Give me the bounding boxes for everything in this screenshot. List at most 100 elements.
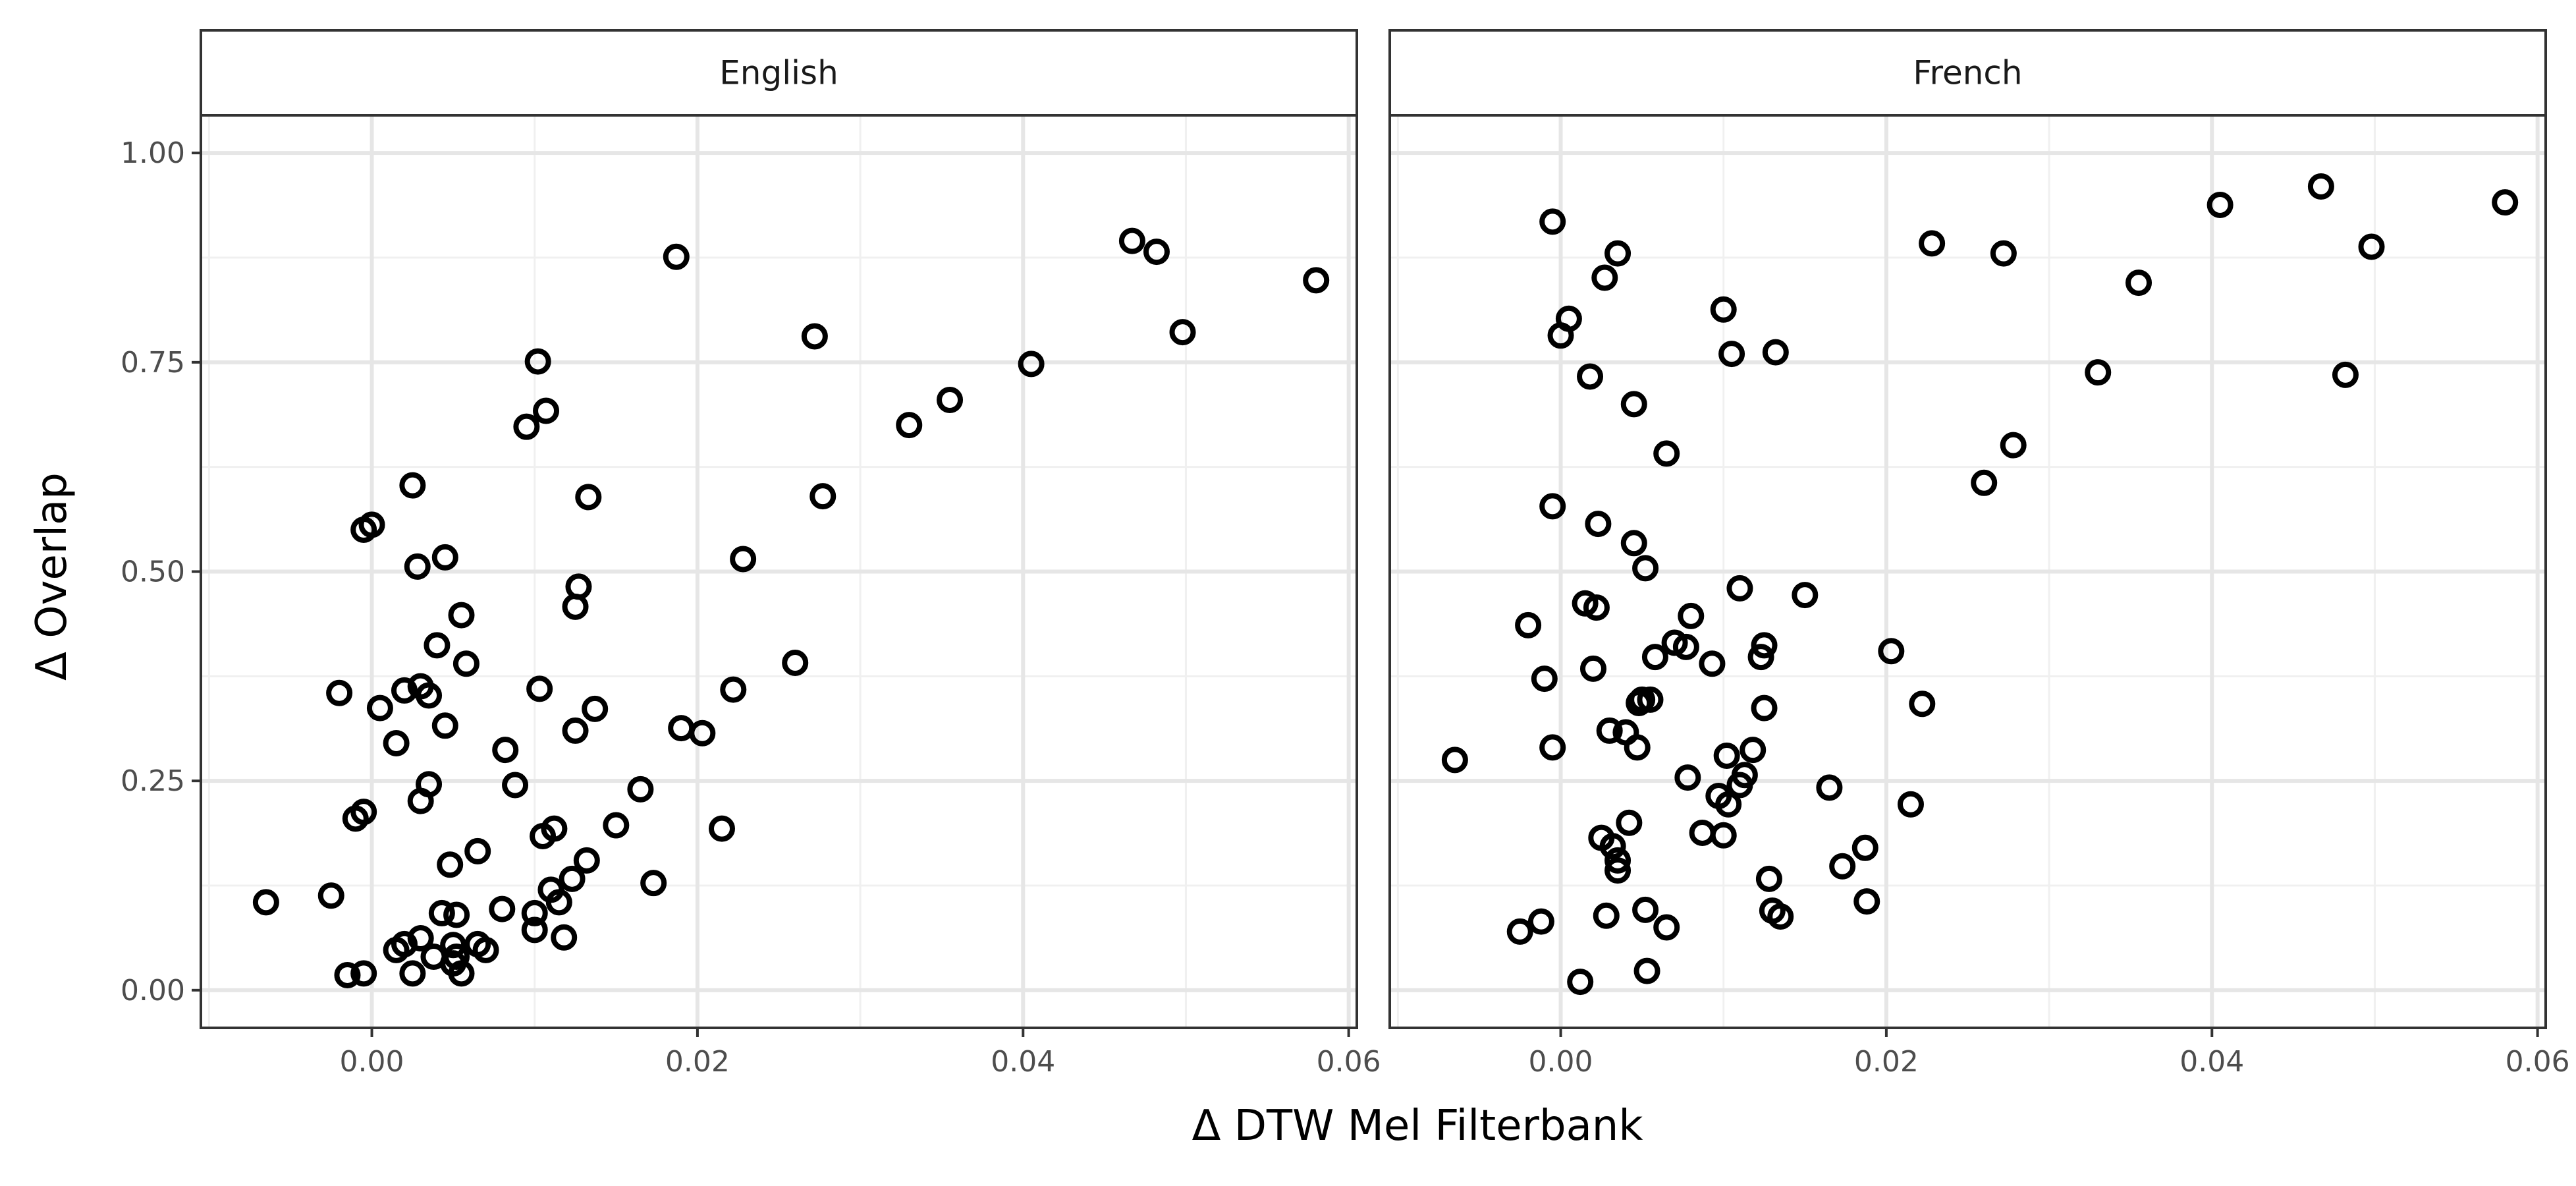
data-point — [1531, 665, 1558, 692]
data-point — [1577, 363, 1604, 390]
data-point — [1851, 834, 1878, 861]
y-tick-label: 0.75 — [121, 346, 185, 380]
data-point — [440, 932, 467, 959]
x-tick-label: 0.02 — [1854, 1045, 1919, 1079]
data-point — [1585, 511, 1612, 538]
data-point — [489, 895, 516, 922]
data-point — [2125, 269, 2152, 296]
data-point — [1604, 847, 1631, 874]
data-point — [1792, 582, 1819, 609]
data-point — [1919, 230, 1946, 257]
data-point — [2332, 361, 2359, 388]
data-point — [358, 511, 385, 538]
data-point — [452, 650, 480, 677]
x-tick-label: 0.02 — [665, 1045, 730, 1079]
data-point — [1539, 734, 1566, 761]
facet-strip — [200, 29, 1358, 117]
data-point — [1653, 914, 1680, 941]
data-point — [1633, 957, 1660, 984]
data-point — [1699, 650, 1726, 677]
data-point — [1678, 602, 1705, 629]
data-point — [437, 851, 464, 878]
data-point — [448, 960, 475, 987]
data-point — [1143, 239, 1170, 266]
data-point — [545, 889, 572, 916]
data-point — [1604, 857, 1631, 884]
data-point — [1579, 655, 1606, 682]
data-point — [896, 412, 923, 439]
data-point — [1515, 611, 1542, 638]
data-point — [575, 484, 602, 511]
y-tick-label: 1.00 — [121, 136, 185, 170]
data-point — [407, 925, 434, 952]
data-point — [521, 917, 548, 944]
data-point — [2492, 189, 2519, 216]
data-point — [424, 632, 451, 659]
data-point — [416, 771, 443, 798]
data-point — [2000, 432, 2027, 459]
data-point — [326, 679, 353, 706]
data-point — [1829, 853, 1856, 880]
data-point — [1710, 822, 1737, 849]
data-point — [431, 712, 458, 739]
data-point — [1591, 264, 1618, 291]
data-point — [1878, 638, 1905, 665]
data-point — [1593, 902, 1620, 929]
data-point — [1583, 594, 1610, 621]
data-point — [1816, 774, 1843, 801]
data-point — [1599, 833, 1626, 860]
data-point — [1897, 791, 1924, 818]
data-point — [334, 961, 361, 988]
data-point — [431, 544, 458, 571]
data-point — [1762, 339, 1789, 366]
data-point — [448, 602, 475, 629]
data-point — [533, 397, 560, 424]
data-point — [1971, 469, 1998, 496]
data-point — [1441, 747, 1468, 774]
data-point — [1853, 888, 1880, 915]
data-point — [565, 573, 592, 600]
data-point — [399, 960, 426, 987]
data-point — [252, 889, 279, 916]
data-point — [1018, 351, 1045, 378]
data-point — [782, 650, 809, 676]
data-point — [391, 677, 418, 704]
data-point — [472, 936, 499, 963]
data-point — [492, 737, 519, 764]
data-point — [350, 960, 377, 987]
data-point — [2206, 191, 2233, 218]
data-point — [399, 472, 426, 499]
data-point — [1604, 240, 1631, 267]
data-point — [1555, 305, 1582, 332]
data-point — [366, 694, 393, 721]
data-point — [1641, 644, 1668, 671]
x-tick-label: 0.04 — [2179, 1045, 2244, 1079]
x-tick-label: 0.06 — [2506, 1045, 2570, 1079]
data-point — [428, 899, 455, 926]
y-tick-label: 0.25 — [121, 764, 185, 798]
data-point — [573, 847, 600, 874]
data-point — [582, 695, 609, 722]
data-point — [1169, 319, 1196, 346]
data-point — [1620, 530, 1647, 557]
data-point — [730, 546, 757, 573]
data-point — [1567, 969, 1594, 996]
data-point — [1710, 296, 1737, 323]
data-point — [1596, 717, 1623, 744]
x-axis-title: Δ DTW Mel Filterbank — [1192, 1102, 1643, 1150]
data-point — [1632, 896, 1659, 923]
data-point — [689, 720, 716, 747]
data-point — [416, 682, 443, 709]
data-point — [1731, 762, 1758, 789]
x-tick-label: 0.06 — [1317, 1045, 1381, 1079]
data-point — [1726, 575, 1753, 602]
y-tick-label: 0.00 — [121, 974, 185, 1007]
data-point — [2085, 359, 2112, 386]
x-tick-label: 0.04 — [991, 1045, 1055, 1079]
data-point — [1637, 686, 1664, 713]
data-point — [502, 772, 529, 799]
data-point — [708, 815, 735, 842]
data-point — [1747, 644, 1774, 671]
data-point — [1990, 240, 2017, 267]
data-point — [1713, 743, 1740, 770]
